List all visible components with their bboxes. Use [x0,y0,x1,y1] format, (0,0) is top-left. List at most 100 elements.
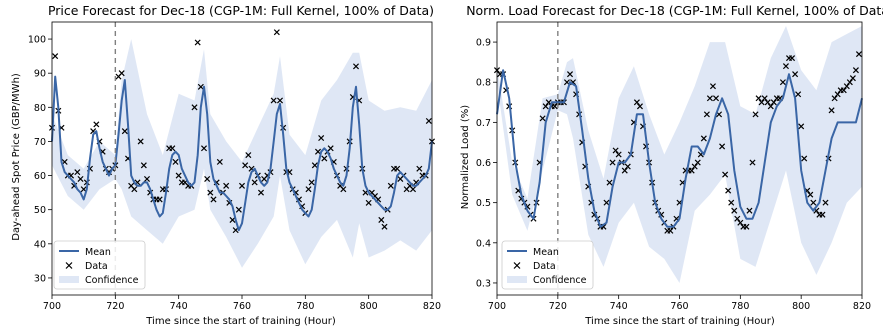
y-tick-label: 70 [34,137,46,148]
data-point [210,196,217,203]
x-tick-label: 780 [296,301,314,312]
data-point [731,207,738,214]
data-point [834,91,841,98]
data-point [229,216,236,223]
data-point [191,104,198,111]
data-point [849,75,856,82]
data-point [197,83,204,90]
data-point [311,162,318,169]
data-point [542,103,549,110]
data-point [318,135,325,142]
data-point [789,55,796,62]
data-point [140,162,147,169]
data-point [245,152,252,159]
data-point [819,211,826,218]
data-point [843,83,850,90]
data-point [308,179,315,186]
data-point [667,227,674,234]
data-point [143,175,151,182]
x-tick-label: 820 [853,301,871,312]
data-point [722,171,729,178]
data-point [728,199,735,206]
data-point [831,95,838,102]
x-tick-label: 800 [360,301,378,312]
data-point [200,145,208,152]
y-axis-label: Day-ahead Spot Price (GBP/MWh) [11,73,22,241]
legend-mean-label: Mean [85,247,111,258]
data-point [305,186,312,193]
legend-confidence-swatch [507,276,527,283]
data-point [156,196,163,203]
data-point [175,172,182,179]
data-point [137,138,144,145]
data-point [688,167,695,174]
data-point [709,83,716,90]
x-tick-label: 820 [423,301,441,312]
data-point [539,115,546,122]
legend-confidence-label: Confidence [533,275,587,286]
y-axis: 30 40 50 60 70 80 90 100 [28,35,52,284]
data-point [52,53,59,60]
x-axis: 700 720 740 760 780 800 820 [43,295,441,312]
data-point [387,182,394,189]
y-tick-label: 30 [34,273,46,284]
data-point [749,159,756,166]
data-point [694,159,701,166]
data-point [204,175,211,182]
y-axis: 0.3 0.4 0.5 0.6 0.7 0.8 0.9 [476,38,497,289]
data-point [798,123,805,130]
data-point [795,91,802,98]
data-point [394,165,401,172]
data-point [381,223,388,230]
data-point [276,97,284,104]
data-point [758,99,765,106]
data-point [216,158,223,165]
confidence-band [497,26,862,283]
data-point [612,147,619,154]
data-point [822,199,829,206]
data-point [207,189,214,196]
data-point [691,163,698,170]
y-tick-label: 40 [34,239,46,250]
legend-data-marker [65,262,73,269]
data-point [761,95,768,102]
data-point [238,182,246,189]
legend: Mean Data Confidence [53,240,146,290]
y-tick-label: 0.8 [476,78,491,89]
data-point [566,71,574,78]
load-forecast-panel: Norm. Load Forecast for Dec-18 (CGP-1M: … [460,3,883,327]
data-point [840,87,847,94]
legend: Mean Data Confidence [501,240,594,290]
data-point [270,97,277,104]
x-tick-label: 760 [233,301,251,312]
legend-confidence-swatch [59,276,79,283]
data-point [855,51,862,58]
data-point [792,71,799,78]
x-tick-label: 760 [670,301,688,312]
data-point [131,186,138,193]
x-axis-label: Time since the start of training (Hour) [145,316,336,327]
data-point [378,216,385,223]
legend-data-label: Data [85,261,108,272]
data-point [700,135,707,142]
data-point [169,145,176,152]
data-point [782,63,789,70]
data-point [416,165,423,172]
data-point [712,95,720,102]
x-axis-label: Time since the start of training (Hour) [584,316,775,327]
data-point [121,128,128,135]
y-tick-label: 80 [34,103,46,114]
y-tick-label: 100 [28,35,46,46]
y-tick-label: 0.4 [476,238,491,249]
x-tick-label: 720 [106,301,124,312]
price-forecast-panel: Price Forecast for Dec-18 (CGP-1M: Full … [11,3,441,327]
data-point [852,67,859,74]
data-point [846,79,853,86]
data-point [551,103,558,110]
data-point [746,207,753,214]
x-tick-label: 720 [549,301,567,312]
chart-title: Price Forecast for Dec-18 (CGP-1M: Full … [48,3,434,18]
data-point [242,162,249,169]
data-point [172,158,179,165]
